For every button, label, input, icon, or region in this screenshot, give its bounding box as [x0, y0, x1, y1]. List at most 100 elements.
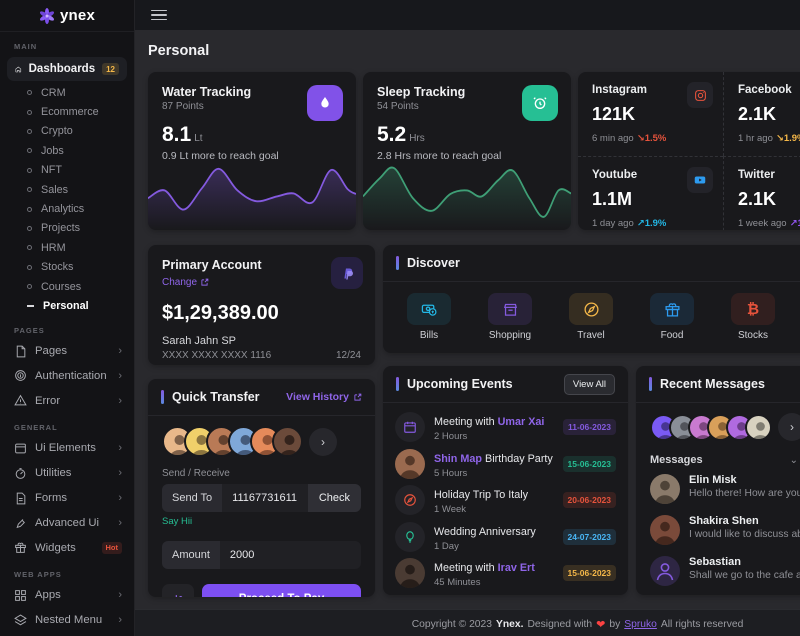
- swap-arrows-icon: [175, 594, 183, 597]
- check-button[interactable]: Check: [307, 484, 361, 512]
- event-person-link: Shin Map: [434, 452, 482, 465]
- sidebar-item-forms[interactable]: Forms ›: [0, 486, 134, 511]
- event-row[interactable]: Holiday Trip To Italy 1 Week 20-06-2023: [395, 482, 616, 519]
- event-time: 2 Hours: [434, 431, 468, 443]
- discover-travel[interactable]: Travel: [569, 293, 613, 341]
- discover-shopping[interactable]: Shopping: [488, 293, 532, 341]
- change-account-link[interactable]: Change: [162, 277, 209, 288]
- sidebar-item-courses[interactable]: Courses: [0, 277, 134, 296]
- event-row[interactable]: Shin Map Birthday Party 5 Hours 15-06-20…: [395, 446, 616, 483]
- sidebar-item-label: Crypto: [41, 125, 73, 138]
- spruko-link[interactable]: Spruko: [624, 618, 657, 630]
- sidebar-item-label: Ui Elements: [35, 442, 96, 455]
- transfer-contacts: ›: [162, 426, 361, 457]
- message-preview: I would like to discuss about that assig…: [689, 529, 800, 540]
- view-history-link[interactable]: View History: [286, 391, 362, 403]
- discover-stocks[interactable]: ₿ Stocks: [731, 293, 775, 341]
- event-title: Birthday Party: [482, 452, 553, 465]
- sidebar-item-ui-elements[interactable]: Ui Elements ›: [0, 436, 134, 461]
- sidebar-item-widgets[interactable]: Widgets Hot: [0, 535, 134, 560]
- sidebar-item-label: Courses: [41, 280, 82, 293]
- hamburger-menu-icon[interactable]: [151, 7, 167, 24]
- sidebar-item-label: Ecommerce: [41, 106, 99, 119]
- sidebar-item-projects[interactable]: Projects: [0, 219, 134, 238]
- header-accent-bar: [649, 377, 652, 391]
- youtube-icon: [687, 167, 713, 193]
- sidebar-item-label: NFT: [41, 164, 62, 177]
- pen-icon: [16, 519, 25, 529]
- event-row[interactable]: Meeting with Irav Ert 45 Minutes 15-06-2…: [395, 555, 616, 592]
- contact-avatar[interactable]: [272, 426, 303, 457]
- card-title: Discover: [407, 256, 460, 270]
- amount-input[interactable]: [219, 541, 361, 569]
- say-hi-hint: Say Hii: [162, 516, 193, 527]
- social-value: 121K: [592, 104, 636, 124]
- chevron-right-icon: ›: [118, 516, 122, 529]
- upcoming-events-card: Upcoming Events View All Meeting with U: [383, 366, 628, 595]
- contact-avatar[interactable]: [745, 413, 772, 441]
- chevron-down-icon[interactable]: ⌄: [789, 454, 798, 466]
- calendar-icon: [395, 412, 425, 443]
- sidebar-item-crypto[interactable]: Crypto: [0, 122, 134, 141]
- logo-text: ynex: [60, 7, 95, 24]
- page-icon: [16, 345, 26, 357]
- message-row[interactable]: Shakira Shen I would like to discuss abo…: [650, 515, 800, 545]
- sidebar-item-nft[interactable]: NFT: [0, 161, 134, 180]
- message-row[interactable]: Elin Misk Hello there! How are you doing…: [650, 474, 800, 504]
- message-preview: Shall we go to the cafe at downtown toda…: [689, 570, 800, 581]
- balloon-icon: [395, 521, 425, 552]
- sender-name: Shakira Shen: [689, 515, 759, 527]
- message-row[interactable]: Sebastian Shall we go to the cafe at dow…: [650, 556, 800, 586]
- sleep-sparkline-chart: [363, 166, 571, 230]
- sidebar-item-label: Error: [35, 394, 61, 407]
- sidebar-item-stocks[interactable]: Stocks: [0, 258, 134, 277]
- quick-transfer-card: Quick Transfer View History: [148, 379, 375, 597]
- sidebar-item-hrm[interactable]: HRM: [0, 238, 134, 257]
- social-time: 1 day ago: [592, 218, 634, 229]
- card-title: Upcoming Events: [407, 377, 513, 391]
- chevron-right-icon: ›: [118, 345, 122, 358]
- swap-button[interactable]: [162, 584, 194, 597]
- twitter-stat: Twitter 2.1K 1 week ago↗1.9%: [723, 156, 800, 230]
- recent-messages-card: Recent Messages ›: [636, 366, 800, 595]
- logo[interactable]: ynex: [0, 0, 134, 32]
- sidebar-item-dashboards[interactable]: Dashboards 12: [7, 57, 127, 81]
- account-balance: $1,29,389.00: [162, 302, 279, 324]
- discover-bills[interactable]: Bills: [407, 293, 451, 341]
- sidebar-item-analytics[interactable]: Analytics: [0, 199, 134, 218]
- layers-icon: [14, 614, 27, 626]
- header-accent-bar: [396, 377, 399, 391]
- social-change: ↘1.5%: [636, 133, 667, 144]
- layout-icon: [15, 443, 26, 454]
- event-row[interactable]: Meeting with Umar Xai 2 Hours 11-06-2023: [395, 409, 616, 446]
- discover-food[interactable]: Food: [650, 293, 694, 341]
- sidebar-item-label: Sales: [41, 183, 69, 196]
- sidebar-item-pages[interactable]: Pages ›: [0, 339, 134, 364]
- discover-label: Stocks: [737, 330, 768, 341]
- sidebar-item-crm[interactable]: CRM: [0, 83, 134, 102]
- view-all-button[interactable]: View All: [563, 373, 615, 395]
- event-title: Meeting with: [434, 562, 498, 575]
- more-contacts-button[interactable]: ›: [309, 427, 337, 456]
- sidebar-item-authentication[interactable]: Authentication ›: [0, 363, 134, 388]
- sidebar-item-personal[interactable]: Personal: [0, 296, 134, 315]
- bitcoin-icon: ₿: [731, 293, 775, 325]
- event-date-badge: 24-07-2023: [562, 528, 616, 545]
- sidebar-item-jobs[interactable]: Jobs: [0, 141, 134, 160]
- sidebar-item-utilities[interactable]: Utilities ›: [0, 461, 134, 486]
- more-contacts-button[interactable]: ›: [778, 413, 800, 441]
- proceed-to-pay-button[interactable]: Proceed To Pay: [202, 584, 361, 597]
- event-date-badge: 20-06-2023: [562, 492, 616, 509]
- sidebar-item-nested-menu[interactable]: Nested Menu ›: [0, 608, 134, 633]
- event-avatar: [395, 558, 425, 589]
- chevron-right-icon: ›: [118, 369, 122, 382]
- send-to-input[interactable]: [222, 484, 308, 512]
- sidebar-item-error[interactable]: Error ›: [0, 388, 134, 413]
- sidebar-item-ecommerce[interactable]: Ecommerce: [0, 102, 134, 121]
- header-accent-bar: [396, 256, 399, 270]
- sidebar-item-apps[interactable]: Apps ›: [0, 583, 134, 608]
- event-row[interactable]: Wedding Anniversary 1 Day 24-07-2023: [395, 519, 616, 556]
- sender-name: Sebastian: [689, 556, 741, 568]
- sidebar-item-sales[interactable]: Sales: [0, 180, 134, 199]
- sidebar-item-advanced-ui[interactable]: Advanced Ui ›: [0, 510, 134, 535]
